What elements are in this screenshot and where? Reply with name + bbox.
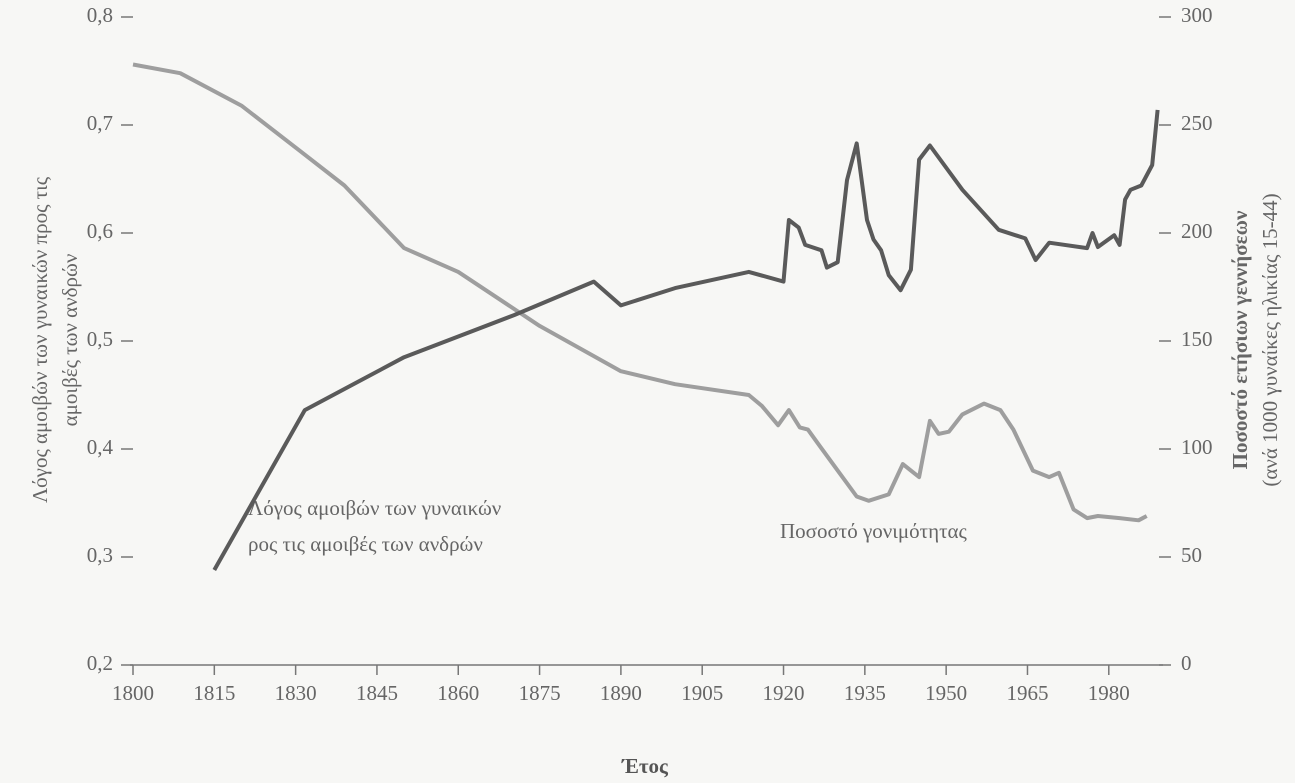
x-tick-label: 1860: [437, 681, 479, 705]
y-tick-label: 0,7: [87, 111, 113, 135]
y2-tick-label: 200: [1181, 219, 1213, 243]
y-tick-label: 0,4: [87, 435, 114, 459]
series-line: [132, 62, 1148, 523]
y2-tick-label: 250: [1181, 111, 1213, 135]
y2-tick-label: 150: [1181, 327, 1213, 351]
series-line: [212, 109, 1160, 571]
x-tick-label: 1980: [1088, 681, 1130, 705]
y2-axis-title: (ανά 1000 γυναίκες ηλικίας 15-44): [1258, 193, 1282, 486]
annotation: Ποσοστό γονιμότητας: [780, 519, 968, 543]
y-tick-label: 0,5: [87, 327, 113, 351]
x-tick-label: 1890: [600, 681, 642, 705]
x-tick-label: 1815: [193, 681, 235, 705]
y-axis-title: αμοιβές των ανδρών: [58, 254, 82, 427]
y-tick-label: 0,8: [87, 3, 113, 27]
x-tick-label: 1920: [763, 681, 805, 705]
y-tick-label: 0,6: [87, 219, 113, 243]
x-tick-label: 1950: [925, 681, 967, 705]
y-axis-title: Λόγος αμοιβών των γυναικών προς τις: [28, 176, 52, 503]
annotation: ρος τις αμοιβές των ανδρών: [248, 532, 483, 556]
y2-axis-title: Ποσοστό ετήσιων γεννήσεων: [1228, 210, 1252, 469]
y2-tick-label: 300: [1181, 3, 1213, 27]
x-tick-label: 1845: [356, 681, 398, 705]
y2-tick-label: 50: [1181, 543, 1202, 567]
x-tick-label: 1875: [519, 681, 561, 705]
annotation: Λόγος αμοιβών των γυναικών: [248, 496, 501, 520]
y-tick-label: 0,3: [87, 543, 113, 567]
y2-tick-label: 100: [1181, 435, 1213, 459]
x-tick-label: 1800: [112, 681, 154, 705]
x-tick-label: 1965: [1006, 681, 1048, 705]
x-axis-title: Έτος: [621, 754, 669, 778]
x-tick-label: 1830: [275, 681, 317, 705]
y2-tick-label: 0: [1181, 651, 1192, 675]
y-tick-label: 0,2: [87, 651, 113, 675]
x-tick-label: 1905: [681, 681, 723, 705]
x-tick-label: 1935: [844, 681, 886, 705]
